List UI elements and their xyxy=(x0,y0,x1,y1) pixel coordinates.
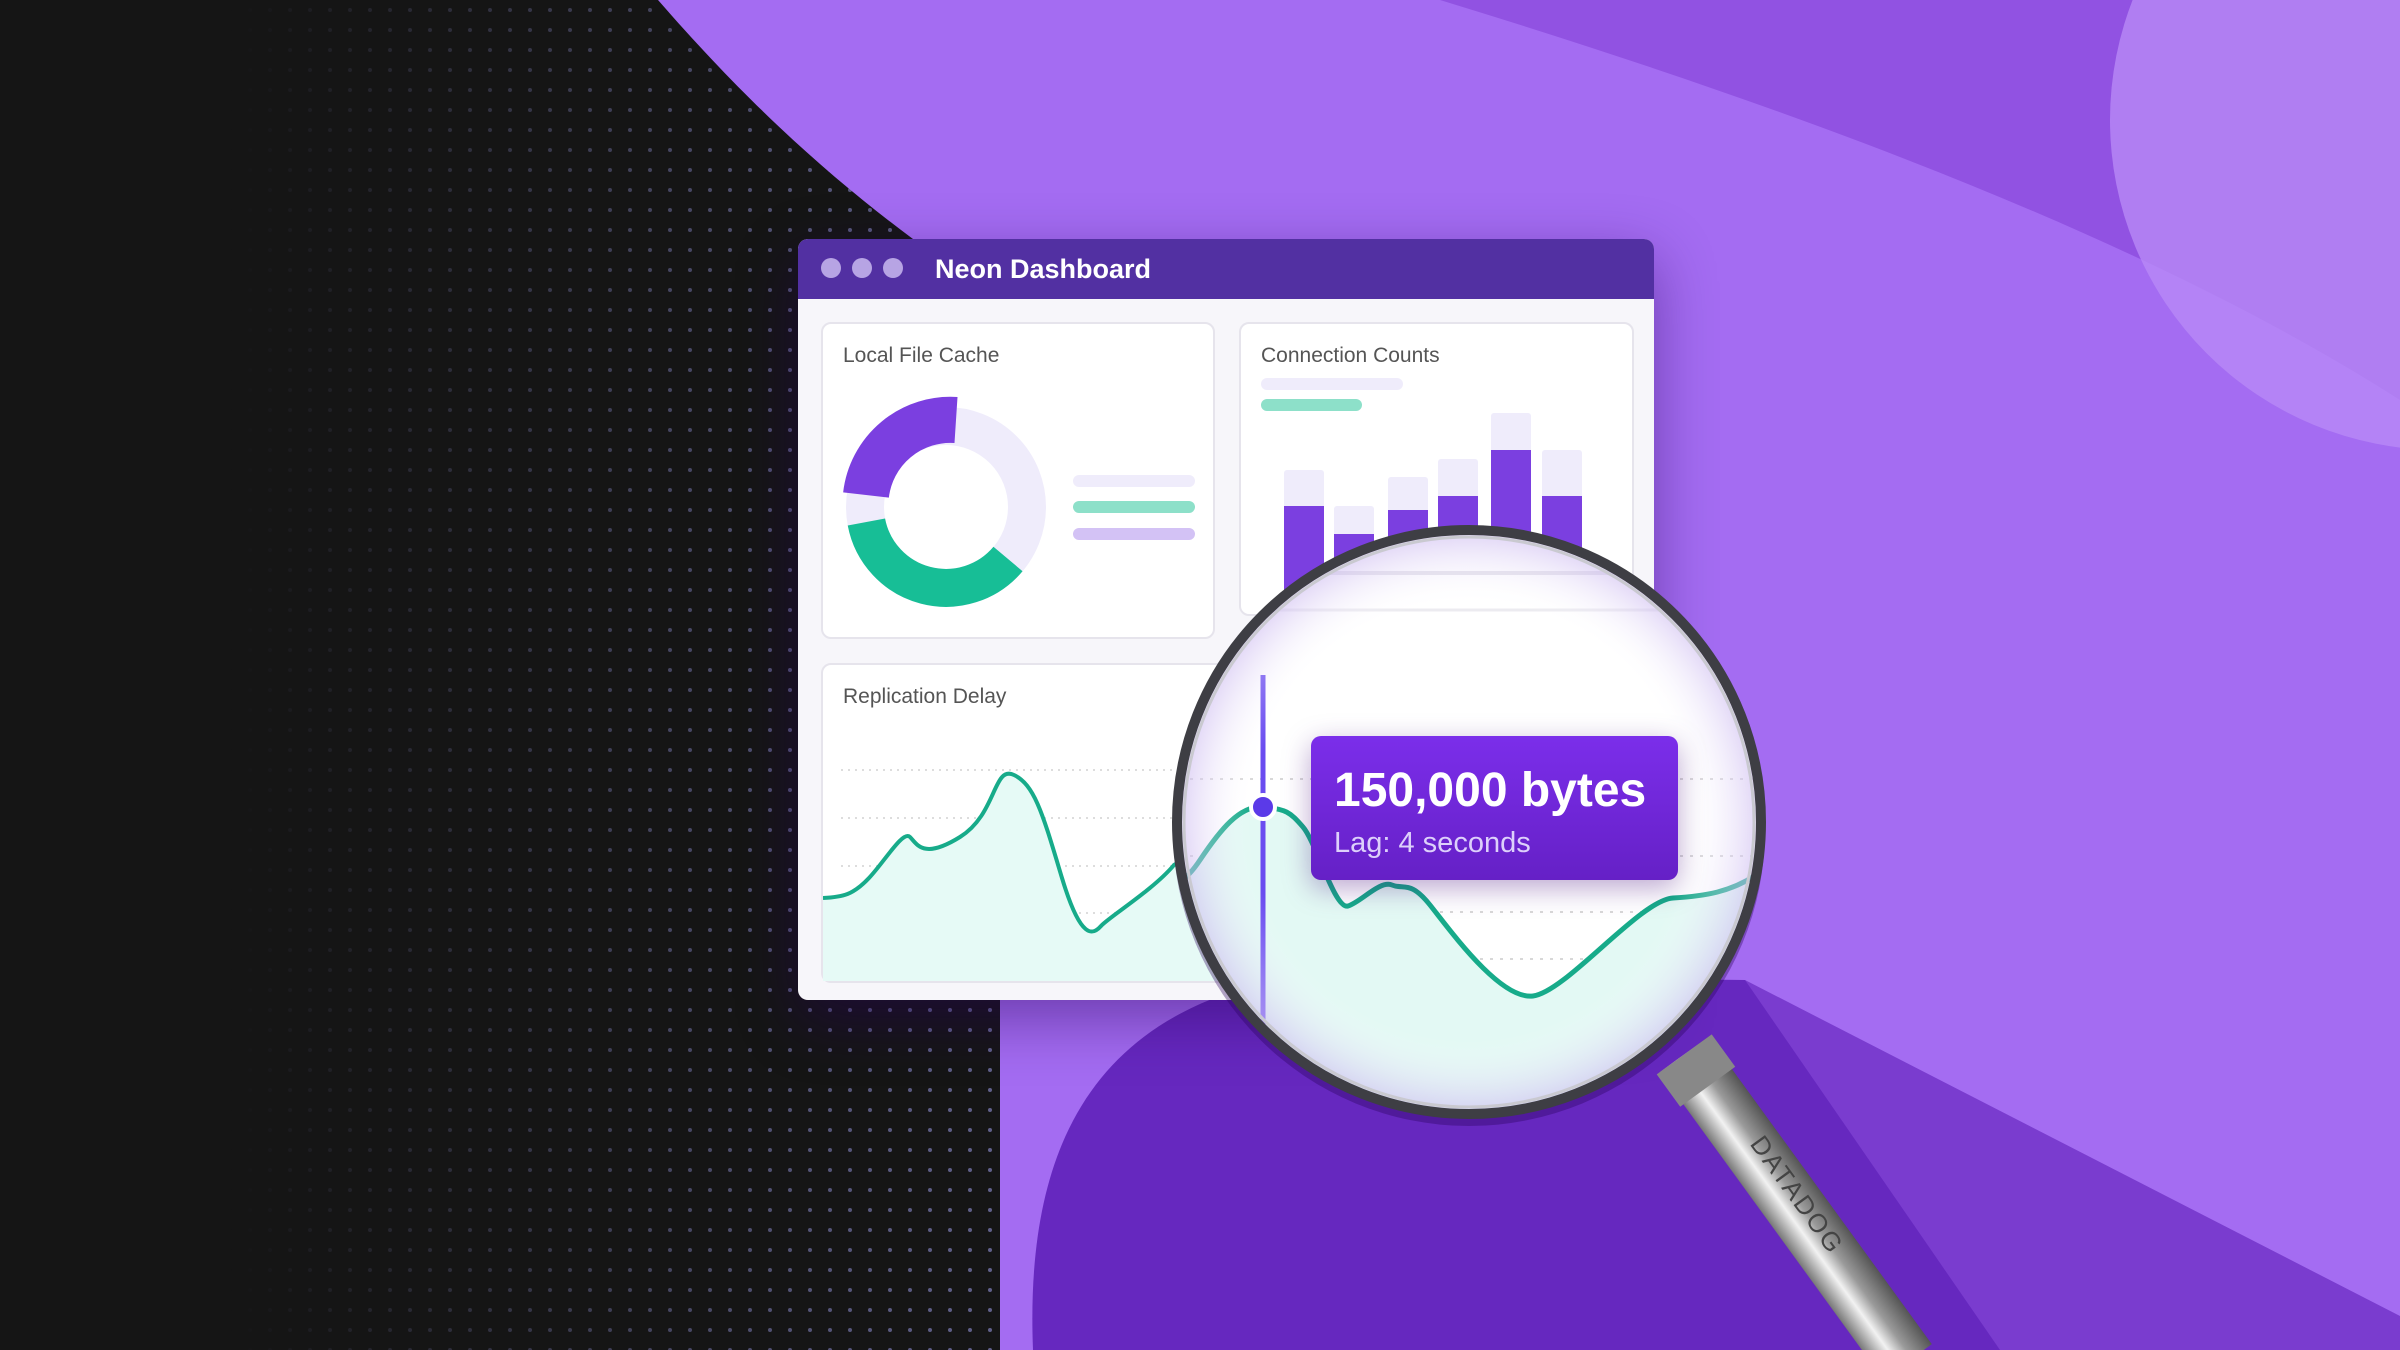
card-title: Local File Cache xyxy=(843,344,1000,367)
tooltip: 150,000 bytes Lag: 4 seconds xyxy=(1311,736,1678,880)
card-title: Connection Counts xyxy=(1261,344,1440,367)
legend-bar xyxy=(1261,378,1403,390)
title-bar: Neon Dashboard xyxy=(798,239,1654,299)
legend-bar xyxy=(1073,501,1195,513)
close-window-button[interactable] xyxy=(821,258,841,278)
donut-chart xyxy=(843,396,1195,607)
series-line xyxy=(823,771,1264,934)
legend-bar xyxy=(1261,399,1362,411)
legend-bar xyxy=(1073,475,1195,487)
magnifier-rim xyxy=(1172,525,1766,1119)
hover-point[interactable] xyxy=(1249,793,1277,821)
magnifier-handle: DATADOG xyxy=(1656,1034,1932,1350)
card-title: Replication Delay xyxy=(843,685,1007,708)
maximize-window-button[interactable] xyxy=(883,258,903,278)
donut-segment-purple xyxy=(843,396,958,499)
donut-segment-green xyxy=(847,517,1023,607)
tooltip-value: 150,000 bytes xyxy=(1334,764,1646,817)
window-title: Neon Dashboard xyxy=(935,254,1152,284)
tooltip-detail: Lag: 4 seconds xyxy=(1334,827,1531,859)
legend-bar xyxy=(1073,528,1195,540)
minimize-window-button[interactable] xyxy=(852,258,872,278)
card-local-file-cache[interactable]: Local File Cache xyxy=(821,322,1215,639)
